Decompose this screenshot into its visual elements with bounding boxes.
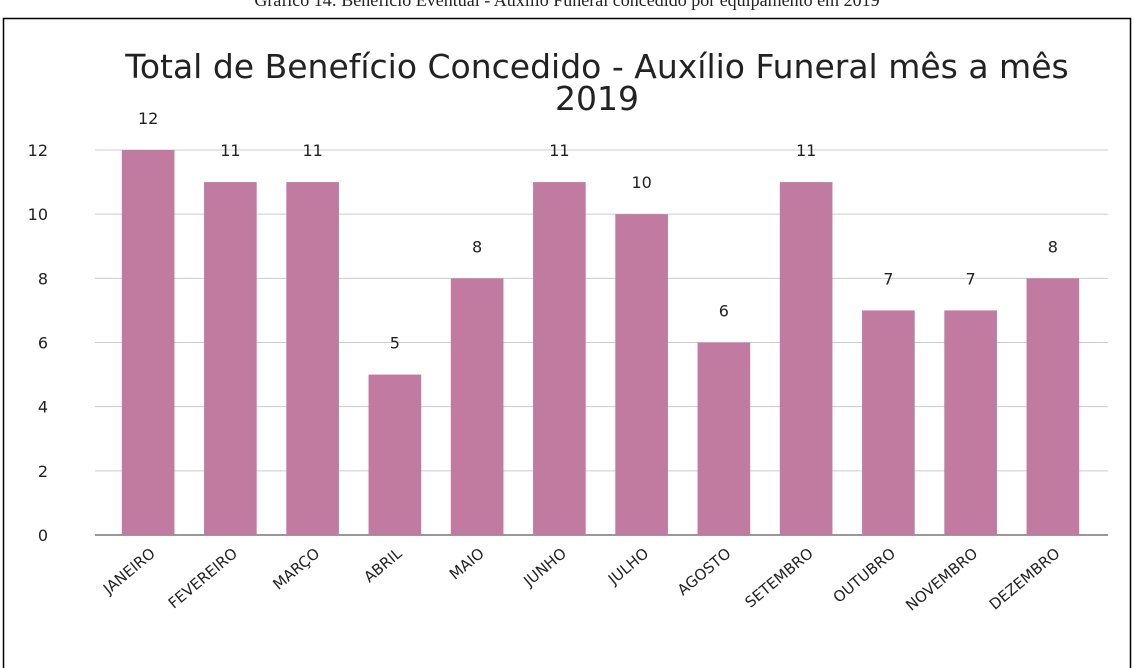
- bar: [204, 182, 257, 536]
- y-tick-label: 6: [38, 334, 48, 353]
- value-label: 11: [796, 141, 816, 160]
- bar: [121, 150, 175, 535]
- value-label: 11: [220, 141, 240, 160]
- value-label: 7: [966, 269, 976, 288]
- value-label: 8: [1048, 237, 1058, 256]
- y-tick-label: 12: [28, 141, 48, 160]
- y-tick-label: 2: [38, 462, 48, 481]
- value-label: 6: [719, 302, 729, 321]
- value-label: 12: [138, 109, 158, 128]
- bar: [1026, 278, 1080, 535]
- value-label: 11: [549, 141, 569, 160]
- value-label: 8: [472, 237, 482, 256]
- caption: Gráfico 14: Benefício Eventual - Auxílio…: [254, 0, 879, 10]
- bar: [286, 182, 339, 536]
- chart-title: Total de Benefício Concedido - Auxílio F…: [124, 47, 1068, 86]
- bar: [862, 310, 915, 535]
- bar: [533, 182, 586, 536]
- bar: [944, 310, 997, 535]
- y-tick-label: 10: [28, 205, 48, 224]
- value-label: 10: [631, 173, 651, 192]
- value-label: 7: [883, 269, 893, 288]
- y-tick-label: 4: [38, 398, 48, 417]
- bar: [779, 182, 833, 536]
- chart-title: 2019: [555, 79, 639, 118]
- bar: [615, 214, 668, 535]
- y-tick-label: 0: [38, 526, 48, 545]
- bar: [697, 342, 751, 535]
- y-tick-label: 8: [38, 269, 48, 288]
- value-label: 5: [390, 334, 400, 353]
- bar: [450, 278, 504, 535]
- bar: [368, 374, 422, 535]
- value-label: 11: [302, 141, 322, 160]
